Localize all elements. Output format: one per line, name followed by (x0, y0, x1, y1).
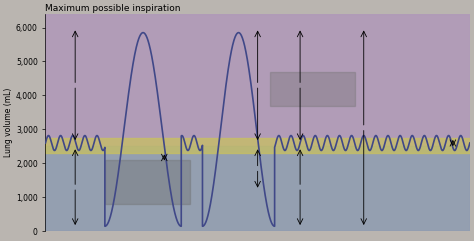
Text: Maximum possible inspiration: Maximum possible inspiration (46, 4, 181, 13)
Bar (105, 160, 190, 204)
Bar (46, 138, 470, 153)
Bar (46, 14, 470, 147)
Bar (270, 72, 355, 106)
Bar (46, 147, 470, 231)
Y-axis label: Lung volume (mL): Lung volume (mL) (4, 88, 13, 157)
